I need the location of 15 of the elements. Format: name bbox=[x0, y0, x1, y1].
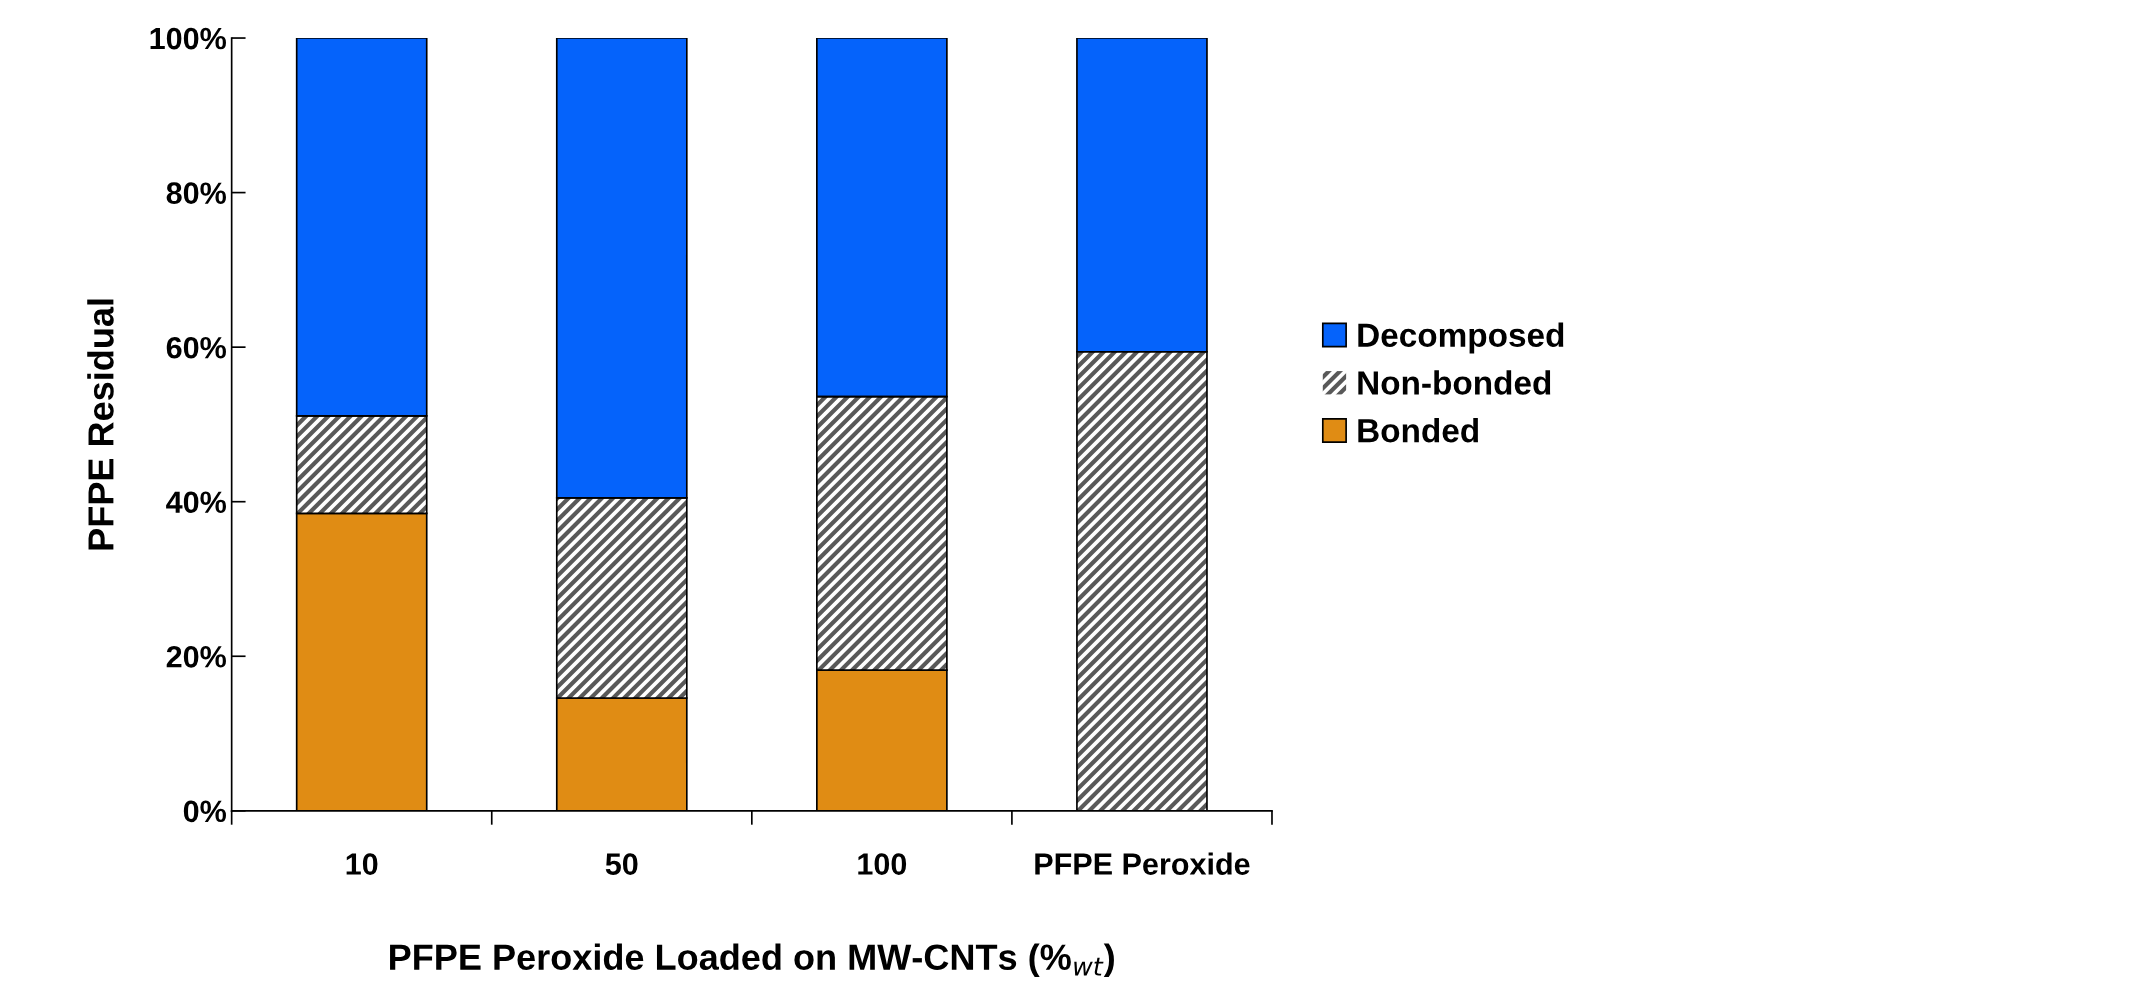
x-tick-label: 10 bbox=[346, 853, 378, 875]
legend-label: Bonded bbox=[1358, 417, 1478, 443]
y-tick-label: 0% bbox=[183, 800, 226, 823]
x-tick-label: PFPE Peroxide bbox=[1035, 852, 1250, 875]
x-tick-label: 50 bbox=[605, 853, 638, 875]
y-tick-label: 20% bbox=[166, 645, 226, 668]
x-tick-label: 100 bbox=[858, 853, 907, 875]
y-axis-title: PFPE Residual bbox=[87, 299, 114, 550]
y-tick-label: 40% bbox=[166, 491, 226, 514]
y-tick-label: 80% bbox=[166, 182, 226, 204]
y-tick-label: 60% bbox=[166, 336, 226, 359]
y-tick-label: 100% bbox=[150, 27, 226, 50]
x-axis-title: PFPE Peroxide Loaded on MW-CNTs (%$_{wt}$) bbox=[390, 943, 1114, 978]
legend-label: Non-bonded bbox=[1358, 370, 1551, 395]
legend-label: Decomposed bbox=[1358, 322, 1564, 354]
